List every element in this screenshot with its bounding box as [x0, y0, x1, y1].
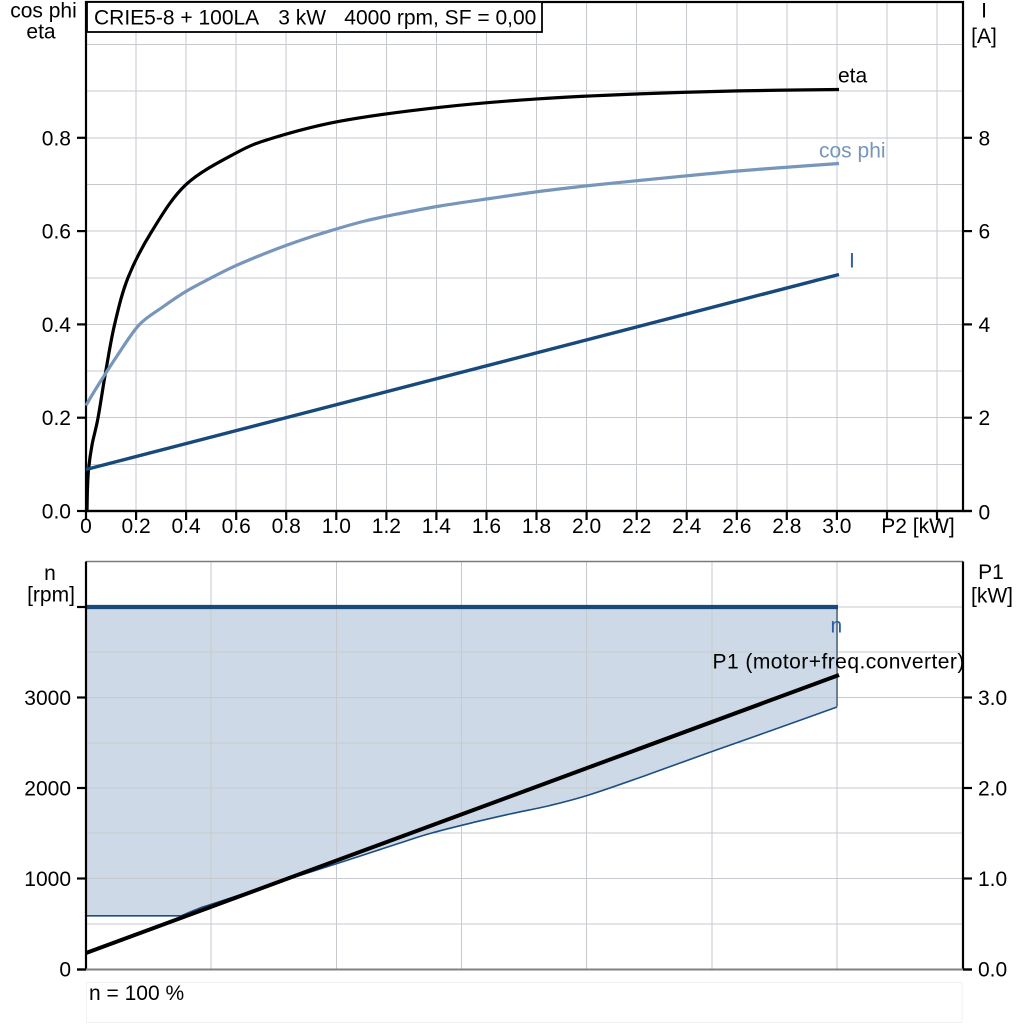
svg-text:n: n [44, 562, 56, 585]
svg-text:1000: 1000 [24, 868, 71, 891]
svg-text:0: 0 [80, 515, 92, 538]
svg-text:eta: eta [838, 65, 868, 88]
svg-text:0.0: 0.0 [978, 959, 1007, 982]
svg-text:1.0: 1.0 [978, 868, 1007, 891]
svg-text:3.0: 3.0 [978, 687, 1007, 710]
svg-text:[A]: [A] [971, 25, 997, 48]
svg-text:6: 6 [979, 221, 991, 244]
svg-text:P2 [kW]: P2 [kW] [881, 515, 955, 538]
svg-text:2: 2 [979, 407, 991, 430]
svg-text:2.0: 2.0 [978, 778, 1007, 801]
svg-text:4: 4 [979, 314, 991, 337]
svg-text:cos phi: cos phi [819, 140, 886, 163]
svg-text:0: 0 [59, 959, 71, 982]
svg-text:3.0: 3.0 [822, 515, 851, 538]
svg-text:2.4: 2.4 [672, 515, 702, 538]
svg-text:2.8: 2.8 [772, 515, 801, 538]
svg-text:3000: 3000 [24, 687, 71, 710]
svg-text:0: 0 [979, 502, 991, 525]
svg-text:I: I [981, 0, 987, 23]
svg-text:cos phi: cos phi [10, 0, 77, 23]
svg-text:1.6: 1.6 [472, 515, 501, 538]
svg-text:P1: P1 [978, 561, 1004, 584]
svg-text:8: 8 [979, 127, 991, 150]
svg-text:1.2: 1.2 [372, 515, 401, 538]
svg-text:0.4: 0.4 [171, 515, 201, 538]
svg-text:[kW]: [kW] [971, 585, 1013, 608]
svg-text:0.4: 0.4 [42, 314, 72, 337]
svg-text:P1 (motor+freq.converter): P1 (motor+freq.converter) [713, 651, 965, 674]
svg-text:2.2: 2.2 [622, 515, 651, 538]
svg-text:n: n [831, 615, 843, 638]
svg-text:2.6: 2.6 [722, 515, 751, 538]
svg-text:1.8: 1.8 [522, 515, 551, 538]
svg-text:2000: 2000 [24, 778, 71, 801]
svg-text:0.6: 0.6 [42, 221, 71, 244]
svg-text:0.0: 0.0 [42, 501, 71, 524]
svg-text:0.2: 0.2 [42, 407, 71, 430]
svg-text:eta: eta [26, 21, 56, 44]
svg-text:n = 100 %: n = 100 % [89, 982, 184, 1005]
svg-text:I: I [849, 250, 855, 273]
svg-text:1.4: 1.4 [422, 515, 452, 538]
svg-text:1.0: 1.0 [322, 515, 351, 538]
svg-text:0.8: 0.8 [272, 515, 301, 538]
svg-text:0.8: 0.8 [42, 127, 71, 150]
svg-text:2.0: 2.0 [572, 515, 601, 538]
svg-text:[rpm]: [rpm] [27, 584, 75, 607]
svg-text:0.6: 0.6 [222, 515, 251, 538]
svg-text:0.2: 0.2 [121, 515, 150, 538]
